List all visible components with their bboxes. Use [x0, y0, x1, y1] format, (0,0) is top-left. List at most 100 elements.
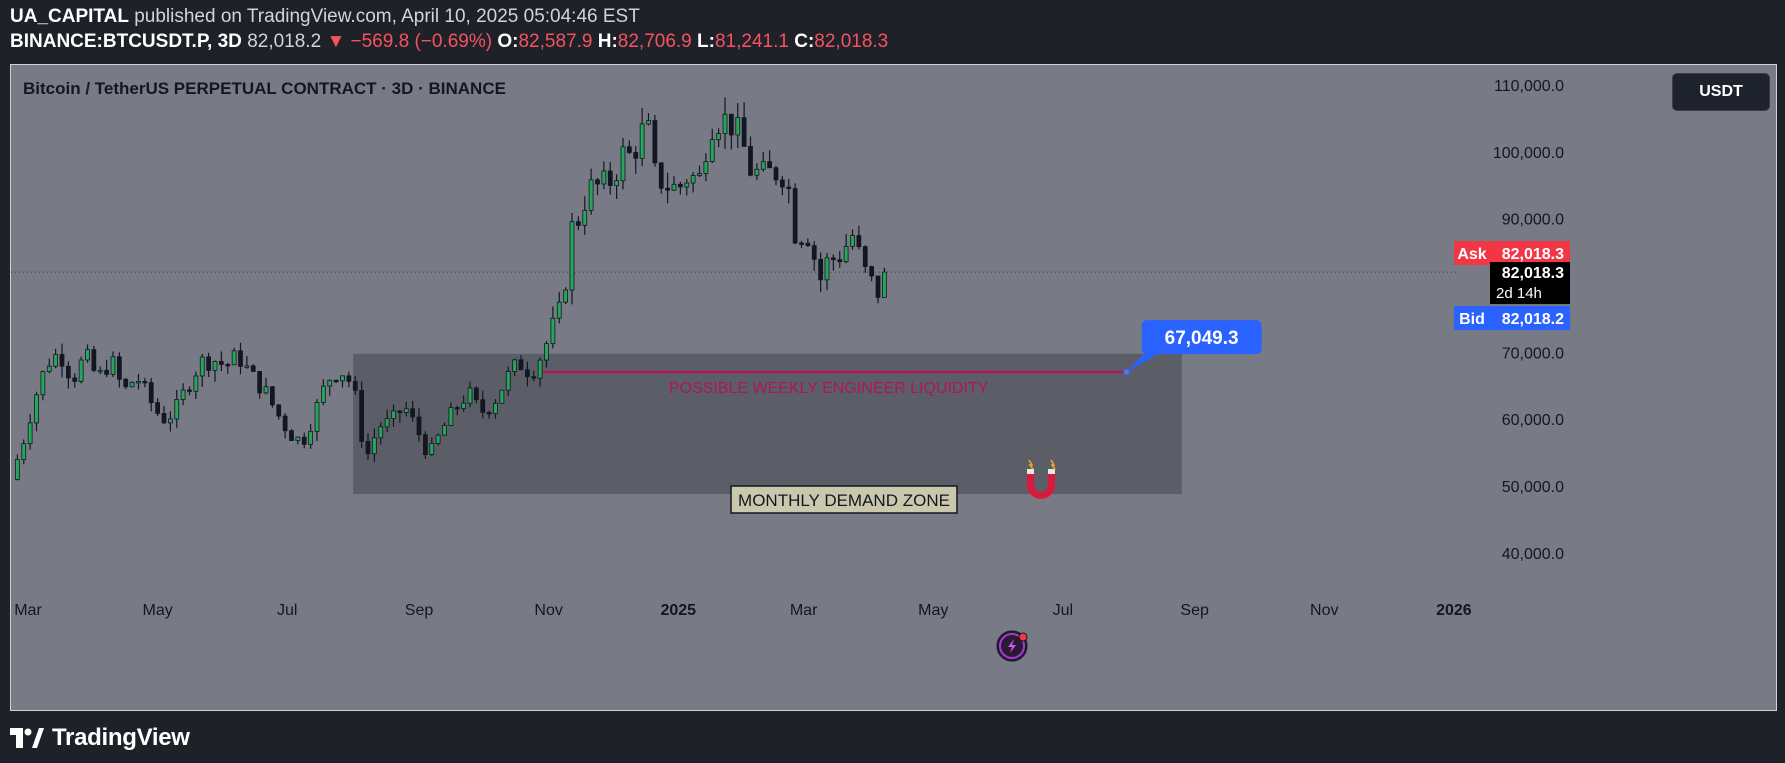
candle-body — [837, 259, 843, 263]
candle-body — [626, 146, 632, 153]
candle-body — [46, 365, 52, 372]
event-icon-dot — [1018, 632, 1028, 642]
x-tick-label: May — [918, 602, 948, 619]
candle-body — [218, 361, 224, 365]
candle-body — [735, 117, 741, 136]
candle-body — [582, 209, 588, 226]
candle-body — [301, 436, 307, 445]
candle-body — [658, 162, 664, 189]
zone-label-box — [730, 485, 958, 514]
tradingview-logo-text: TradingView — [52, 724, 190, 751]
candle-body — [824, 257, 830, 281]
ohlc-header: BINANCE:BTCUSDT.P, 3D 82,018.2 ▼ −569.8 … — [10, 31, 888, 53]
candle-body — [180, 389, 186, 400]
candle-body — [78, 359, 84, 382]
low-value: 81,241.1 — [714, 31, 789, 52]
chart-frame[interactable]: POSSIBLE WEEKLY ENGINEER LIQUIDITY 67,049… — [10, 64, 1777, 711]
candle-body — [544, 343, 549, 361]
candle-body — [282, 415, 288, 432]
candle-body — [773, 167, 779, 181]
x-tick-label: May — [143, 602, 173, 619]
candle-body — [537, 359, 543, 379]
tradingview-logo-icon — [10, 728, 44, 748]
candle-body — [352, 381, 358, 391]
candle-body — [384, 418, 390, 428]
candle-body — [760, 161, 766, 170]
price-change: ▼ −569.8 (−0.69%) — [326, 31, 493, 52]
candle-body — [333, 379, 339, 383]
candle-body — [480, 399, 486, 413]
candle-body — [862, 246, 868, 267]
x-tick-label: 2026 — [1436, 602, 1472, 619]
candle-body — [652, 120, 658, 164]
candle-body — [684, 182, 690, 188]
candle-body — [193, 375, 199, 392]
magnet-spark-right — [1050, 459, 1056, 470]
candle-body — [531, 376, 537, 379]
magnet-spark-left — [1028, 459, 1034, 470]
candle-body — [378, 426, 384, 439]
candle-body — [818, 258, 824, 281]
candle-body — [65, 365, 71, 379]
candle-body — [410, 408, 416, 418]
candles-group — [14, 97, 887, 481]
price-chart[interactable]: POSSIBLE WEEKLY ENGINEER LIQUIDITY 67,049… — [11, 65, 1776, 710]
candle-body — [639, 123, 645, 159]
high-value: 82,706.9 — [617, 31, 692, 52]
bid-label: Bid — [1459, 311, 1485, 328]
candle-body — [155, 402, 161, 414]
candle-body — [473, 387, 479, 401]
candle-body — [14, 459, 20, 480]
callout-value: 67,049.3 — [1165, 328, 1239, 349]
candle-body — [875, 275, 881, 298]
candle-body — [250, 365, 256, 372]
candle-body — [308, 430, 314, 445]
published-text: published on TradingView.com, April 10, … — [134, 6, 640, 27]
candle-body — [314, 402, 320, 432]
candle-body — [461, 402, 467, 409]
candle-body — [199, 356, 205, 377]
candle-body — [779, 179, 785, 188]
magnet-tip-left — [1027, 469, 1034, 474]
candle-body — [850, 235, 855, 247]
candle-body — [697, 173, 702, 176]
currency-button[interactable]: USDT — [1672, 73, 1770, 111]
liquidity-label: POSSIBLE WEEKLY ENGINEER LIQUIDITY — [669, 380, 989, 397]
candle-body — [148, 382, 154, 403]
callout-pointer — [1126, 354, 1158, 373]
chart-title: Bitcoin / TetherUS PERPETUAL CONTRACT · … — [23, 79, 506, 98]
candle-body — [212, 361, 218, 371]
x-tick-label: Sep — [1180, 602, 1209, 619]
high-label: H: — [597, 31, 618, 52]
y-tick-label: 40,000.0 — [1502, 546, 1564, 563]
candle-body — [467, 387, 473, 404]
x-tick-label: Nov — [534, 602, 562, 619]
bid-value-box — [1490, 306, 1570, 331]
candle-body — [881, 271, 887, 298]
candle-body — [346, 375, 352, 382]
candle-body — [429, 442, 435, 456]
author-name[interactable]: UA_CAPITAL — [10, 6, 129, 27]
open-value: 82,587.9 — [518, 31, 593, 52]
candle-body — [53, 354, 59, 367]
candle-body — [40, 371, 46, 396]
candle-body — [493, 402, 498, 414]
y-tick-label: 50,000.0 — [1502, 479, 1564, 496]
x-tick-label: Jul — [1053, 602, 1073, 619]
ask-value: 82,018.3 — [1502, 246, 1564, 263]
event-icon-ring — [999, 633, 1025, 659]
candle-body — [263, 386, 269, 394]
candle-body — [665, 187, 671, 191]
close-value: 82,018.3 — [814, 31, 889, 52]
candle-body — [257, 371, 263, 394]
candle-body — [633, 152, 639, 159]
candle-body — [327, 379, 333, 387]
tradingview-logo[interactable]: TradingView — [10, 724, 190, 752]
candle-body — [422, 434, 428, 456]
candle-body — [435, 434, 441, 444]
candle-body — [786, 186, 792, 189]
candle-body — [556, 301, 562, 319]
demand-zone-rect — [353, 353, 1182, 495]
candle-body — [359, 389, 365, 442]
candle-body — [97, 369, 103, 373]
